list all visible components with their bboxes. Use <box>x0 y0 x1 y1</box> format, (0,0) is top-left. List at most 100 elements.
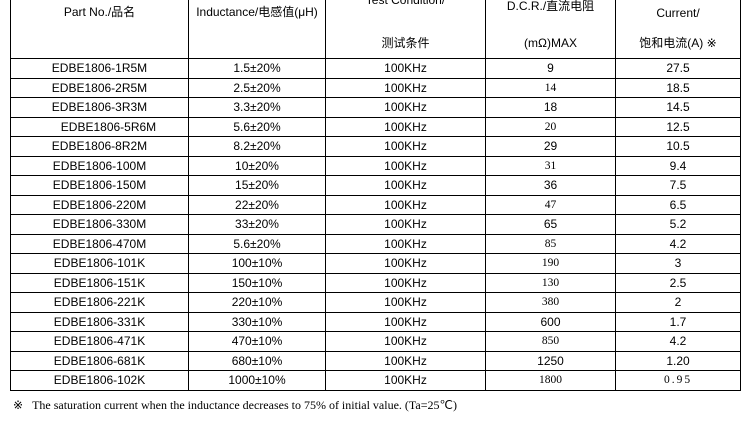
spec-row: EDBE1806-151K 150±10% 100KHz 130 2.5 <box>10 272 741 293</box>
inductance-header-label: Inductance/电感值(μH) <box>196 5 318 19</box>
test-condition-header-cn: 测试条件 <box>381 36 430 50</box>
current-header-en: Current/ <box>656 6 700 20</box>
current-cell: 2 <box>615 292 741 313</box>
inductance-cell: 470±10% <box>188 331 326 352</box>
test-condition-cell: 100KHz <box>325 253 486 274</box>
spec-row: EDBE1806-8R2M 8.2±20% 100KHz 29 10.5 <box>10 136 741 157</box>
part-number-cell: EDBE1806-101K <box>10 253 189 274</box>
spec-row: EDBE1806-470M 5.6±20% 100KHz 85 4.2 <box>10 233 741 254</box>
inductance-cell: 5.6±20% <box>188 116 326 137</box>
dcr-header-label: D.C.R./直流电阻 <box>506 0 595 13</box>
dcr-cell: 65 <box>485 214 616 235</box>
inductance-cell: 22±20% <box>188 194 326 215</box>
part-number-cell: EDBE1806-681K <box>10 350 189 371</box>
test-condition-header-en: Test Condition/ <box>365 0 446 7</box>
test-condition-cell: 100KHz <box>325 370 486 391</box>
part-number-cell: EDBE1806-471K <box>10 331 189 352</box>
dcr-cell: 20 <box>485 116 616 137</box>
spec-table-header: Part No./品名 Inductance/电感值(μH) Test Cond… <box>10 0 741 59</box>
current-cell: 14.5 <box>615 97 741 118</box>
header-row: Part No./品名 Inductance/电感值(μH) Test Cond… <box>10 0 741 59</box>
part-number-cell: EDBE1806-470M <box>10 233 189 254</box>
test-condition-cell: 100KHz <box>325 214 486 235</box>
spec-table-body: EDBE1806-1R5M 1.5±20% 100KHz 9 27.5 EDBE1806-… <box>10 58 741 391</box>
spec-row: EDBE1806-5R6M 5.6±20% 100KHz 20 12.5 <box>10 116 741 137</box>
spec-row: EDBE1806-101K 100±10% 100KHz 190 3 <box>10 253 741 274</box>
current-cell: 4.2 <box>615 233 741 254</box>
spec-row: EDBE1806-102K 1000±10% 100KHz 1800 0.95 <box>10 370 741 391</box>
dcr-cell: 31 <box>485 155 616 176</box>
dcr-cell: 9 <box>485 58 616 79</box>
part-number-cell: EDBE1806-150M <box>10 175 189 196</box>
inductance-cell: 10±20% <box>188 155 326 176</box>
spec-row: EDBE1806-3R3M 3.3±20% 100KHz 18 14.5 <box>10 97 741 118</box>
dcr-cell: 600 <box>485 311 616 332</box>
test-condition-cell: 100KHz <box>325 116 486 137</box>
test-condition-header: Test Condition/ 测试条件 <box>325 0 486 59</box>
test-condition-cell: 100KHz <box>325 194 486 215</box>
test-condition-cell: 100KHz <box>325 136 486 157</box>
test-condition-cell: 100KHz <box>325 97 486 118</box>
test-condition-cell: 100KHz <box>325 175 486 196</box>
inductance-cell: 2.5±20% <box>188 77 326 98</box>
dcr-cell: 380 <box>485 292 616 313</box>
part-no-header: Part No./品名 <box>10 0 189 59</box>
dcr-cell: 85 <box>485 233 616 254</box>
test-condition-cell: 100KHz <box>325 292 486 313</box>
test-condition-cell: 100KHz <box>325 331 486 352</box>
current-cell: 18.5 <box>615 77 741 98</box>
spec-row: EDBE1806-331K 330±10% 100KHz 600 1.7 <box>10 311 741 332</box>
inductance-cell: 1000±10% <box>188 370 326 391</box>
spec-row: EDBE1806-150M 15±20% 100KHz 36 7.5 <box>10 175 741 196</box>
dcr-cell: 47 <box>485 194 616 215</box>
inductor-spec-table: Part No./品名 Inductance/电感值(μH) Test Cond… <box>10 0 741 391</box>
dcr-header: D.C.R./直流电阻 (mΩ)MAX <box>485 0 616 59</box>
part-number-cell: EDBE1806-221K <box>10 292 189 313</box>
inductance-header: Inductance/电感值(μH) <box>188 0 326 59</box>
test-condition-cell: 100KHz <box>325 77 486 98</box>
current-cell: 1.20 <box>615 350 741 371</box>
spec-row: EDBE1806-471K 470±10% 100KHz 850 4.2 <box>10 331 741 352</box>
dcr-cell: 18 <box>485 97 616 118</box>
part-number-cell: EDBE1806-2R5M <box>10 77 189 98</box>
current-cell: 27.5 <box>615 58 741 79</box>
inductance-cell: 3.3±20% <box>188 97 326 118</box>
inductance-cell: 1.5±20% <box>188 58 326 79</box>
part-number-cell: EDBE1806-330M <box>10 214 189 235</box>
part-number-cell: EDBE1806-5R6M <box>10 116 189 137</box>
current-header-cn: 饱和电流(A) ※ <box>639 36 717 50</box>
part-no-header-label: Part No./品名 <box>63 5 136 19</box>
test-condition-cell: 100KHz <box>325 58 486 79</box>
spec-row: EDBE1806-1R5M 1.5±20% 100KHz 9 27.5 <box>10 58 741 79</box>
footnote: ※ The saturation current when the inducta… <box>13 398 740 413</box>
inductance-cell: 100±10% <box>188 253 326 274</box>
dcr-header-unit: (mΩ)MAX <box>524 36 577 50</box>
datasheet-sheet: Part No./品名 Inductance/电感值(μH) Test Cond… <box>10 0 741 413</box>
current-cell: 0.95 <box>615 370 741 391</box>
spec-row: EDBE1806-2R5M 2.5±20% 100KHz 14 18.5 <box>10 77 741 98</box>
current-header: Current/ 饱和电流(A) ※ <box>615 0 741 59</box>
part-number-cell: EDBE1806-151K <box>10 272 189 293</box>
test-condition-cell: 100KHz <box>325 311 486 332</box>
current-cell: 1.7 <box>615 311 741 332</box>
current-cell: 4.2 <box>615 331 741 352</box>
dcr-cell: 130 <box>485 272 616 293</box>
current-cell: 6.5 <box>615 194 741 215</box>
part-number-cell: EDBE1806-331K <box>10 311 189 332</box>
inductance-cell: 330±10% <box>188 311 326 332</box>
part-number-cell: EDBE1806-8R2M <box>10 136 189 157</box>
inductance-cell: 15±20% <box>188 175 326 196</box>
inductance-cell: 150±10% <box>188 272 326 293</box>
inductance-cell: 5.6±20% <box>188 233 326 254</box>
current-cell: 10.5 <box>615 136 741 157</box>
test-condition-cell: 100KHz <box>325 272 486 293</box>
spec-row: EDBE1806-221K 220±10% 100KHz 380 2 <box>10 292 741 313</box>
part-number-cell: EDBE1806-3R3M <box>10 97 189 118</box>
current-cell: 9.4 <box>615 155 741 176</box>
test-condition-cell: 100KHz <box>325 233 486 254</box>
part-number-cell: EDBE1806-220M <box>10 194 189 215</box>
test-condition-cell: 100KHz <box>325 350 486 371</box>
current-cell: 2.5 <box>615 272 741 293</box>
dcr-cell: 29 <box>485 136 616 157</box>
spec-row: EDBE1806-681K 680±10% 100KHz 1250 1.20 <box>10 350 741 371</box>
